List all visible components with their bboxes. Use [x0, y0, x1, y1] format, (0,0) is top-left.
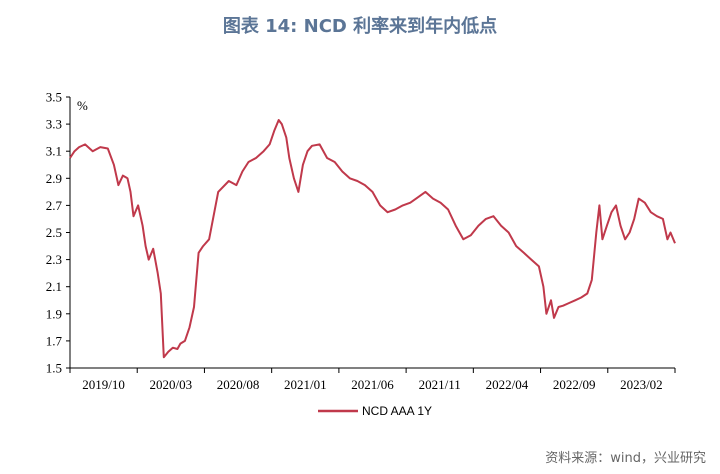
legend: NCD AAA 1Y — [318, 404, 432, 418]
x-tick-label: 2021/11 — [419, 377, 461, 392]
y-tick-label: 1.5 — [46, 361, 62, 376]
x-tick-label: 2023/02 — [620, 377, 663, 392]
y-tick-label: 2.9 — [46, 171, 62, 186]
y-axis: 3.5 3.3 3.1 2.9 2.7 2.5 2.3 2.1 1.9 1.7 1.5 — [46, 90, 70, 376]
x-tick-label: 2022/04 — [486, 377, 529, 392]
series-line-ncd-aaa-1y — [69, 119, 676, 359]
y-tick-label: 2.5 — [46, 225, 62, 240]
x-axis: 2019/10 2020/03 2020/08 2021/01 2021/06 2021/… — [69, 368, 676, 392]
x-tick-label: 2021/01 — [284, 377, 327, 392]
y-tick-label: 3.3 — [46, 117, 62, 132]
x-tick-label: 2022/09 — [553, 377, 596, 392]
y-tick-label: 2.3 — [46, 252, 62, 267]
x-tick-label: 2020/08 — [217, 377, 260, 392]
y-tick-label: 2.7 — [46, 198, 63, 213]
x-tick-label: 2020/03 — [150, 377, 193, 392]
x-tick-label: 2019/10 — [82, 377, 125, 392]
legend-label: NCD AAA 1Y — [362, 404, 432, 418]
y-tick-label: 1.7 — [46, 333, 63, 348]
x-tick-label: 2021/06 — [351, 377, 394, 392]
y-tick-label: 3.1 — [46, 144, 62, 159]
y-tick-label: 3.5 — [46, 90, 62, 105]
y-tick-label: 1.9 — [46, 306, 62, 321]
y-axis-unit: % — [77, 98, 88, 113]
source-note: 资料来源：wind，兴业研究 — [545, 451, 706, 466]
y-tick-label: 2.1 — [46, 279, 62, 294]
chart-title: 图表 14: NCD 利率来到年内低点 — [222, 16, 498, 37]
